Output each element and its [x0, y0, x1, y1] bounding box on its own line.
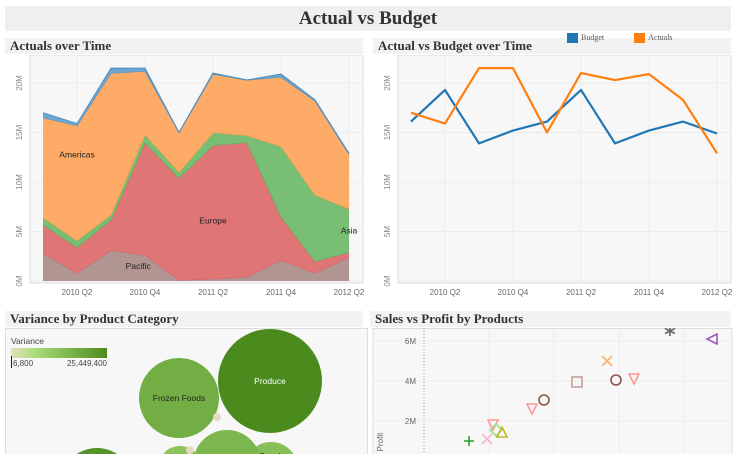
scatter-point-circle [538, 394, 550, 406]
bubble-category-6 [213, 413, 221, 421]
scatter-point-square [571, 376, 583, 388]
bubble-snack [248, 442, 294, 454]
x-tick-label: 2010 Q4 [498, 288, 529, 297]
bubble-category-7 [186, 446, 194, 454]
legend-max-label: 25,449,400 [67, 359, 108, 368]
scatter-point-triangle-up [495, 425, 509, 438]
y-tick-label: 15M [15, 124, 24, 140]
y-axis-label: Profit [376, 432, 385, 451]
legend-label-actuals: Actuals [648, 33, 673, 42]
panel-title-variance: Variance by Product Category [5, 311, 363, 327]
area-label-americas: Americas [59, 149, 94, 159]
legend-item-actuals[interactable]: Actuals [634, 33, 673, 44]
legend-min-label: 6,800 [13, 359, 34, 368]
x-tick-label: 2011 Q4 [634, 288, 665, 297]
area-asia [43, 132, 349, 262]
plot-background [397, 55, 732, 284]
area-pacific [43, 250, 349, 281]
x-tick-label: 2012 Q2 [702, 288, 733, 297]
y-tick-label: 2M [405, 417, 416, 426]
x-tick-label: 2010 Q2 [430, 288, 461, 297]
scatter-point-asterisk [664, 328, 676, 336]
scatter-point-circle [610, 374, 622, 386]
line-actuals [410, 67, 718, 154]
bubble-category-5 [76, 448, 118, 454]
scatter-point-triangle-left [705, 332, 718, 346]
y-tick-label: 5M [383, 226, 392, 237]
bubble-frozen-foods [139, 358, 219, 438]
bubble-label: Snack [259, 451, 283, 454]
y-tick-label: 0M [383, 275, 392, 286]
x-tick-label: 2011 Q4 [266, 288, 297, 297]
x-tick-label: 2012 Q2 [334, 288, 365, 297]
legend-title: Variance [11, 336, 44, 346]
budget-swatch [567, 33, 578, 44]
x-tick-label: 2011 Q2 [566, 288, 597, 297]
area-label-asia: Asia [341, 225, 358, 235]
y-tick-label: 10M [15, 174, 24, 190]
legend-gradient [11, 348, 107, 358]
y-tick-label: 15M [383, 124, 392, 140]
scatter-point-x [481, 433, 493, 445]
area-label-pacific: Pacific [126, 261, 152, 271]
area-chart: 0M 5M 10M 15M 20M 2010 Q2 2010 Q4 2011 Q2 2011 Q… [15, 55, 365, 297]
area-americas [43, 71, 349, 241]
x-tick-label: 2010 Q2 [62, 288, 93, 297]
line-chart: 0M 5M 10M 15M 20M 2010 Q2 2010 Q4 2011 Q2 2011 Q… [383, 55, 733, 297]
panel-title-actual-vs-budget: Actual vs Budget over Time [373, 38, 731, 54]
area-edge-other [42, 67, 350, 154]
panel-title-sales-vs-profit: Sales vs Profit by Products [370, 311, 731, 327]
y-tick-label: 0M [15, 275, 24, 286]
bubble-label: Frozen Foods [153, 393, 205, 403]
bubble-produce [218, 329, 322, 433]
line-legend: Budget Actuals [567, 33, 673, 44]
scatter-point-x [601, 355, 613, 367]
y-tick-label: 4M [405, 377, 416, 386]
scatter-chart: 2M 4M 6M Profit [372, 328, 733, 454]
y-tick-label: 5M [15, 226, 24, 237]
plot-background [372, 328, 733, 454]
line-budget [410, 88, 718, 145]
scatter-point-diamond [488, 422, 504, 438]
bubble-chart: Variance 6,800 25,449,400 Produce Frozen Foo… [5, 328, 368, 454]
area-europe [43, 142, 349, 281]
legend-label-budget: Budget [581, 33, 605, 42]
bubble-label: Produce [254, 376, 286, 386]
x-tick-label: 2011 Q2 [198, 288, 229, 297]
legend-item-budget[interactable]: Budget [567, 33, 605, 44]
x-tick-label: 2010 Q4 [130, 288, 161, 297]
dashboard-title: Actual vs Budget [5, 6, 731, 31]
y-tick-label: 20M [15, 75, 24, 91]
scatter-point-triangle-down [525, 403, 539, 416]
bubble-category-3 [194, 430, 260, 454]
y-tick-label: 6M [405, 337, 416, 346]
y-tick-label: 10M [383, 174, 392, 190]
area-label-europe: Europe [199, 216, 227, 226]
scatter-point-triangle-down [627, 373, 641, 386]
scatter-point-plus [464, 436, 474, 446]
y-tick-label: 20M [383, 75, 392, 91]
actuals-swatch [634, 33, 646, 44]
panel-title-actuals-over-time: Actuals over Time [5, 38, 363, 54]
